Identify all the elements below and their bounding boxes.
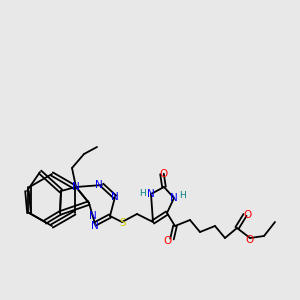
Text: O: O (246, 235, 254, 245)
Text: S: S (120, 218, 126, 228)
Text: N: N (95, 180, 103, 190)
Text: H: H (178, 190, 185, 200)
Text: N: N (72, 182, 80, 192)
Text: N: N (147, 189, 155, 199)
Text: N: N (111, 192, 119, 202)
Text: H: H (140, 190, 146, 199)
Text: N: N (91, 221, 99, 231)
Text: O: O (160, 169, 168, 179)
Text: O: O (243, 210, 251, 220)
Text: O: O (164, 236, 172, 246)
Text: N: N (89, 211, 97, 221)
Text: N: N (170, 193, 178, 203)
